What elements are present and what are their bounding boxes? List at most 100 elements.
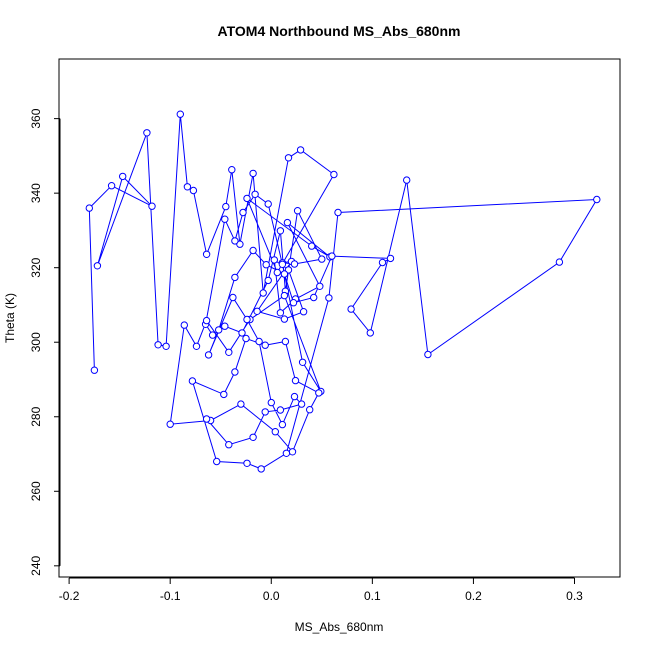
data-point: [249, 246, 257, 255]
data-point: [225, 441, 233, 449]
data-point: [278, 260, 287, 268]
data-point: [183, 183, 192, 191]
data-point: [330, 170, 338, 179]
data-point: [284, 154, 293, 162]
data-point: [298, 358, 307, 366]
data-point: [306, 406, 314, 414]
data-point: [221, 215, 229, 223]
data-point: [325, 294, 333, 302]
x-tick-label: 0.0: [263, 589, 280, 603]
x-tick-label: -0.1: [160, 589, 181, 603]
data-point: [90, 366, 99, 374]
data-point: [261, 408, 269, 416]
data-point: [386, 254, 395, 263]
data-point: [231, 273, 239, 282]
y-tick-label: 260: [29, 481, 43, 501]
data-point: [231, 368, 239, 376]
y-tick-label: 320: [29, 257, 43, 277]
data-point: [316, 282, 324, 290]
series-line: [88, 114, 598, 470]
plot-frame: [58, 58, 621, 578]
x-tick-label: -0.2: [59, 589, 80, 603]
y-axis-label: Theta (K): [3, 293, 17, 343]
data-point: [243, 194, 251, 203]
data-point: [555, 258, 564, 266]
data-point: [154, 341, 162, 349]
data-point: [257, 465, 265, 473]
data-point: [243, 459, 251, 467]
data-point: [262, 261, 270, 269]
data-point: [225, 348, 233, 356]
data-point: [180, 321, 189, 329]
y-tick-label: 280: [29, 406, 43, 426]
data-point: [236, 240, 244, 248]
data-point: [280, 315, 289, 323]
data-point: [220, 390, 228, 399]
data-point: [276, 309, 285, 317]
data-point: [318, 255, 326, 263]
data-point: [288, 448, 297, 456]
x-tick-label: 0.1: [364, 589, 381, 603]
data-point: [238, 329, 246, 337]
data-point: [253, 307, 261, 315]
data-point: [237, 400, 245, 408]
data-point: [282, 449, 291, 457]
data-point: [221, 322, 229, 330]
plot-area: -0.2 -0.1 0.0 0.1 0.2 0.3 240 260 280 300 320 340 3…: [29, 58, 621, 603]
data-point: [176, 110, 185, 118]
y-tick-label: 240: [29, 555, 43, 575]
data-point: [229, 293, 237, 302]
data-point: [334, 208, 342, 217]
data-point: [204, 351, 213, 359]
data-point: [166, 420, 174, 428]
data-point: [143, 129, 151, 137]
data-point: [249, 433, 257, 441]
data-point: [188, 377, 197, 385]
series-points: [85, 110, 601, 473]
data-point: [259, 289, 267, 297]
data-point: [378, 258, 387, 267]
data-point: [228, 166, 236, 174]
data-point: [239, 208, 247, 217]
data-point: [273, 268, 281, 277]
data-point: [276, 227, 285, 235]
y-axis: 240 260 280 300 320 340 360: [29, 108, 61, 576]
data-point: [347, 305, 355, 313]
data-point: [202, 250, 211, 259]
data-point: [276, 406, 285, 414]
series-lines: [88, 114, 598, 470]
data-point: [202, 316, 211, 325]
data-point: [280, 270, 289, 278]
data-point: [222, 202, 230, 211]
data-point: [296, 146, 305, 154]
data-point: [251, 190, 259, 199]
data-point: [366, 329, 374, 337]
data-point: [255, 337, 263, 346]
data-point: [264, 276, 272, 285]
data-point: [162, 342, 170, 350]
data-point: [213, 457, 221, 466]
data-point: [261, 341, 269, 349]
data-point: [280, 291, 289, 300]
data-point: [243, 315, 251, 324]
data-point: [202, 415, 211, 423]
data-point: [315, 389, 323, 397]
data-point: [299, 308, 308, 316]
data-point: [289, 299, 298, 307]
data-point: [291, 376, 300, 385]
data-point: [148, 202, 156, 210]
data-point: [249, 169, 257, 178]
data-point: [271, 428, 279, 436]
data-point: [270, 256, 278, 264]
y-tick-label: 340: [29, 183, 43, 203]
data-point: [264, 200, 272, 208]
data-point: [215, 326, 223, 334]
data-point: [267, 398, 275, 407]
data-point: [208, 331, 217, 339]
data-point: [424, 350, 432, 359]
x-tick-label: 0.2: [465, 589, 482, 603]
data-point: [328, 252, 336, 260]
data-point: [231, 237, 239, 245]
data-point: [283, 218, 292, 227]
data-point: [593, 195, 601, 204]
